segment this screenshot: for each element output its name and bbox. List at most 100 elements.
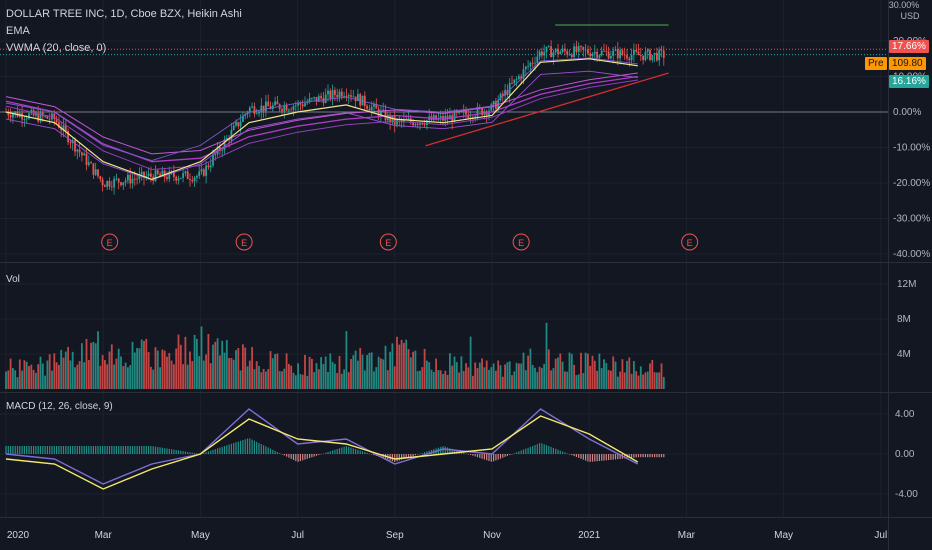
volume-bar <box>214 341 217 389</box>
volume-bar <box>313 372 316 389</box>
macd-histogram-bar <box>258 442 260 454</box>
macd-histogram-bar <box>7 446 9 454</box>
volume-bar <box>354 350 357 389</box>
candle-body <box>568 54 571 56</box>
candle-body <box>623 54 626 56</box>
macd-histogram-bar <box>511 454 513 455</box>
volume-bar <box>230 357 233 389</box>
candle-body <box>258 112 260 114</box>
ema-legend[interactable]: EMA <box>6 25 30 37</box>
macd-histogram-bar <box>591 454 594 462</box>
macd-histogram-bar <box>610 454 612 460</box>
candle-body <box>633 49 635 55</box>
macd-histogram-bar <box>442 446 444 454</box>
macd-histogram-bar <box>520 450 522 454</box>
candle-body <box>138 174 141 180</box>
macd-histogram-bar <box>488 454 490 462</box>
candle-body <box>334 90 336 95</box>
macd-histogram-bar <box>74 446 76 454</box>
candle-body <box>106 181 109 187</box>
candle-body <box>504 90 506 96</box>
macd-histogram-bar <box>23 446 25 454</box>
candle-body <box>161 170 164 176</box>
earnings-marker-label: E <box>518 238 524 248</box>
volume-bar <box>200 326 203 389</box>
volume-bar <box>377 356 380 389</box>
macd-histogram-bar <box>85 446 88 454</box>
volume-bar <box>143 340 145 389</box>
candle-body <box>202 169 205 176</box>
volume-bar <box>288 363 290 389</box>
macd-histogram-bar <box>28 446 30 454</box>
candle-body <box>366 106 368 109</box>
volume-bar <box>543 363 546 389</box>
vwma-legend[interactable]: VWMA (20, close, 0) <box>6 42 107 54</box>
macd-histogram-bar <box>210 450 212 454</box>
macd-histogram-bar <box>504 454 506 457</box>
candle-body <box>587 49 589 54</box>
candle-body <box>7 112 10 116</box>
macd-histogram-bar <box>182 451 184 454</box>
price-tick-label: 0.00% <box>893 107 921 118</box>
volume-bar <box>306 375 309 389</box>
candle-body <box>416 124 419 125</box>
volume-legend[interactable]: Vol <box>6 274 20 285</box>
price-tick-label: -10.00% <box>893 143 930 154</box>
macd-histogram-bar <box>138 446 140 454</box>
macd-histogram-bar <box>177 450 180 454</box>
macd-histogram-bar <box>541 443 543 454</box>
symbol-title[interactable]: DOLLAR TREE INC, 1D, Cboe BZX, Heikin As… <box>6 8 242 20</box>
candle-body <box>67 131 69 143</box>
volume-bar <box>262 368 265 389</box>
candle-body <box>154 170 157 181</box>
macd-histogram-bar <box>394 454 396 462</box>
macd-legend[interactable]: MACD (12, 26, close, 9) <box>6 401 113 412</box>
candle-body <box>373 103 375 107</box>
candle-body <box>90 162 92 164</box>
volume-bar <box>347 372 350 389</box>
candle-body <box>393 115 396 125</box>
macd-histogram-bar <box>539 443 541 454</box>
macd-histogram-bar <box>499 454 502 459</box>
candle-body <box>232 125 235 130</box>
macd-histogram-bar <box>587 454 589 462</box>
volume-bar <box>253 369 256 389</box>
volume-bar <box>644 372 647 389</box>
volume-bar <box>184 336 187 389</box>
candle-body <box>435 115 437 120</box>
volume-bar <box>76 364 79 389</box>
candle-body <box>607 51 610 59</box>
candle-body <box>306 102 309 104</box>
volume-bar <box>179 344 182 389</box>
volume-bar <box>536 372 539 389</box>
macd-histogram-bar <box>272 449 274 454</box>
volume-bar <box>651 359 654 389</box>
candle-body <box>527 66 529 68</box>
macd-histogram-bar <box>16 446 19 454</box>
volume-bar <box>39 356 42 389</box>
macd-histogram-bar <box>548 446 550 454</box>
volume-bar <box>499 365 502 389</box>
macd-histogram-bar <box>306 454 308 459</box>
candle-body <box>557 48 559 55</box>
macd-histogram-bar <box>260 444 262 454</box>
macd-histogram-bar <box>122 446 124 454</box>
macd-histogram-bar <box>481 454 483 459</box>
volume-bar <box>304 354 306 389</box>
macd-histogram-bar <box>274 450 276 454</box>
volume-bar <box>101 355 104 389</box>
volume-bar <box>9 358 12 389</box>
candle-body <box>481 108 483 115</box>
macd-histogram-bar <box>39 446 42 454</box>
macd-histogram-bar <box>168 448 170 454</box>
candle-body <box>44 115 46 117</box>
volume-bar <box>278 371 281 389</box>
volume-bar <box>529 348 532 389</box>
candle-body <box>412 121 414 126</box>
candle-body <box>193 177 196 182</box>
candle-body <box>122 182 125 186</box>
candle-body <box>589 53 592 57</box>
macd-histogram-bar <box>106 446 108 454</box>
candle-body <box>414 124 417 126</box>
